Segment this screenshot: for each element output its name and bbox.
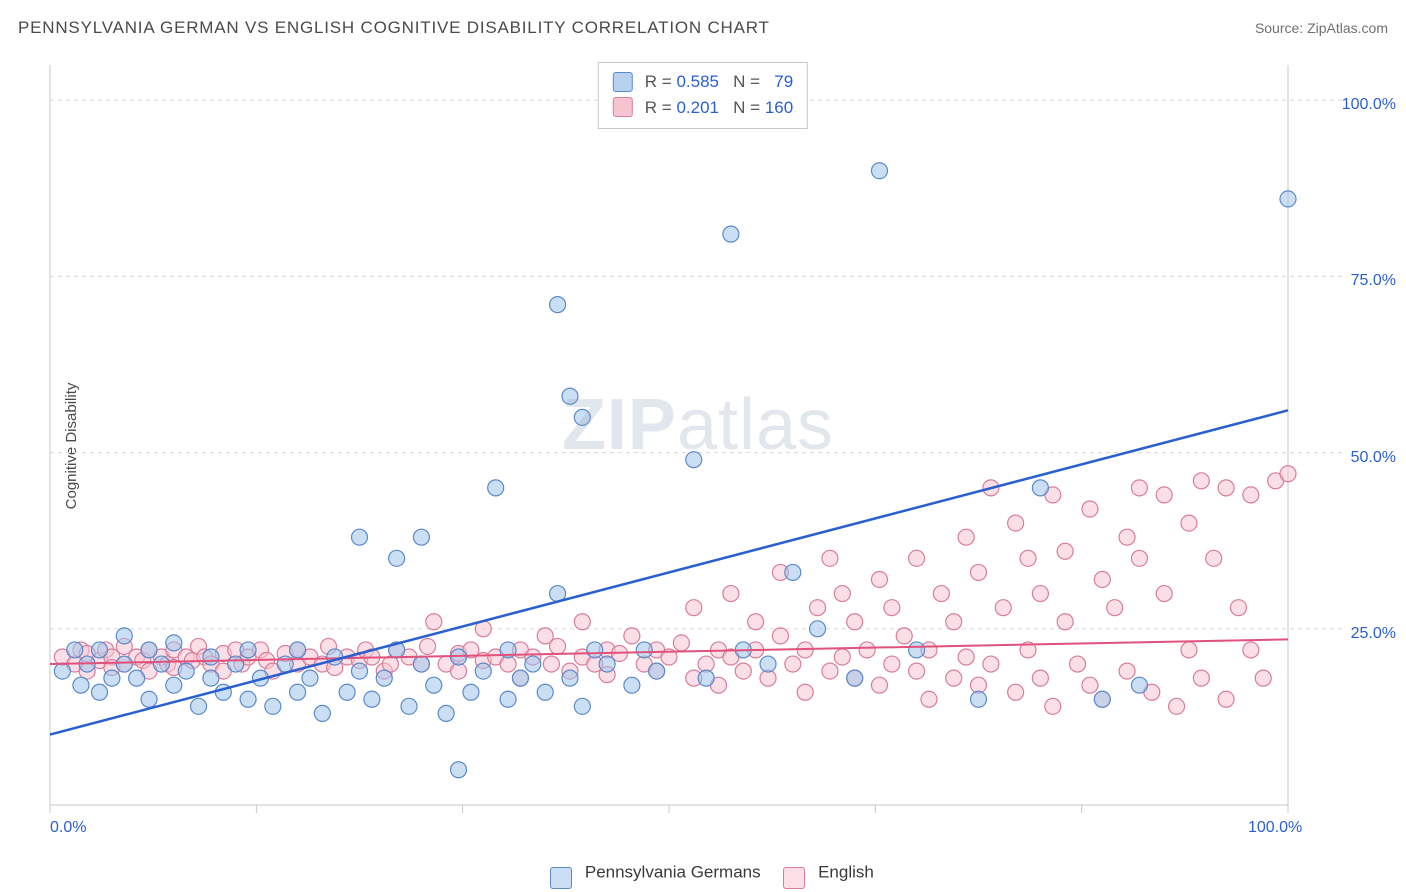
scatter-chart xyxy=(48,60,1348,820)
correlation-stats-box: R = 0.585 N = 79R = 0.201 N = 160 xyxy=(598,62,808,129)
x-tick-label: 0.0% xyxy=(50,819,86,837)
stats-swatch xyxy=(613,72,633,92)
y-tick-label: 75.0% xyxy=(1351,272,1396,290)
x-tick-label: 100.0% xyxy=(1248,819,1302,837)
source-label: Source: ZipAtlas.com xyxy=(1255,20,1388,36)
stats-row: R = 0.585 N = 79 xyxy=(613,69,793,95)
y-tick-label: 100.0% xyxy=(1342,96,1396,114)
legend-label-pa-german: Pennsylvania Germans xyxy=(585,862,761,881)
stats-row: R = 0.201 N = 160 xyxy=(613,95,793,121)
legend-swatch-pa-german xyxy=(550,867,572,889)
y-tick-label: 50.0% xyxy=(1351,449,1396,467)
y-tick-label: 25.0% xyxy=(1351,625,1396,643)
legend-label-english: English xyxy=(818,862,874,881)
series-legend: Pennsylvania Germans English xyxy=(0,862,1406,884)
legend-swatch-english xyxy=(783,867,805,889)
chart-title: PENNSYLVANIA GERMAN VS ENGLISH COGNITIVE… xyxy=(18,18,770,38)
plot-area: ZIPatlas xyxy=(48,60,1348,820)
stats-swatch xyxy=(613,97,633,117)
